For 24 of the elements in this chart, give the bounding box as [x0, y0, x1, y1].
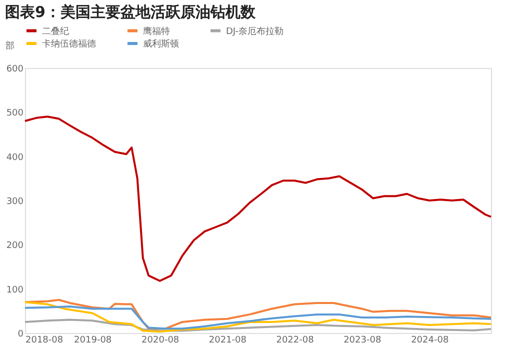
- x-tick-label: 2024-08: [411, 336, 449, 346]
- y-tick-label: 400: [6, 152, 24, 163]
- y-tick-label: 0: [18, 330, 24, 340]
- x-tick-label: 2018-08: [26, 336, 64, 346]
- x-tick-label: 2022-08: [276, 336, 314, 346]
- y-tick-label: 100: [6, 285, 24, 296]
- legend-label: 鹰福特: [143, 26, 170, 37]
- legend-label: DJ-奈厄布拉勒: [226, 26, 284, 37]
- chart-title: 图表9：美国主要盆地活跃原油钻机数: [5, 3, 256, 21]
- x-tick-label: 2019-08: [74, 336, 112, 346]
- y-tick-label: 500: [6, 108, 24, 119]
- line-series: [24, 306, 492, 330]
- y-axis-title: 部: [6, 40, 14, 52]
- x-tick-label: 2023-08: [344, 336, 382, 346]
- legend-label: 卡纳伍德福德: [42, 38, 96, 50]
- legend-label: 二叠纪: [42, 26, 69, 37]
- y-tick-label: 300: [6, 197, 24, 207]
- legend-label: 威利斯顿: [143, 38, 179, 50]
- x-tick-label: 2021-08: [208, 336, 247, 346]
- x-tick-label: 2020-08: [142, 336, 180, 346]
- y-tick-label: 200: [6, 241, 24, 252]
- line-series: [24, 318, 492, 332]
- y-tick-label: 600: [6, 64, 24, 74]
- line-series: [24, 116, 492, 282]
